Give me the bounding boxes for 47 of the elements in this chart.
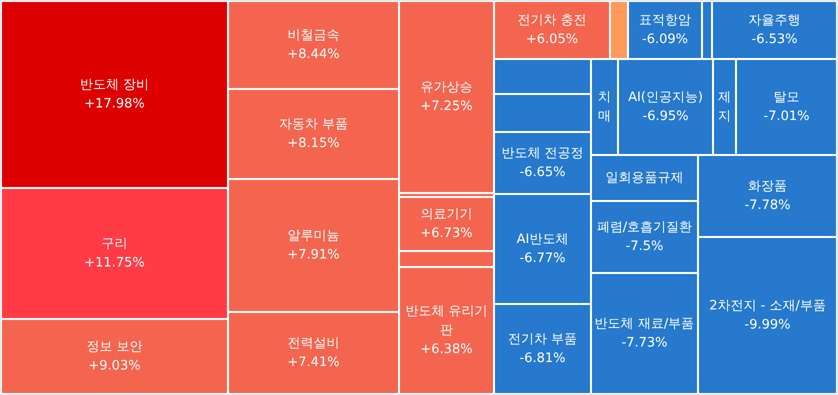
category-label: 2차전지 - 소재/부품: [709, 298, 826, 314]
category-label: 반도체 전공정: [501, 146, 584, 161]
category-label: 의료기기: [420, 207, 472, 222]
data-label: +7.41%: [287, 355, 340, 370]
data-label: -6.65%: [520, 165, 566, 180]
data-label: +8.44%: [287, 47, 340, 62]
category-label: 표적항암: [639, 13, 691, 28]
category-label: 구리: [102, 236, 128, 252]
data-label: +6.05%: [526, 32, 578, 47]
category-label: 자율주행: [748, 13, 800, 28]
category-label: 일회용품규제: [606, 170, 684, 186]
category-label: AI반도체: [516, 232, 568, 247]
data-label: -6.77%: [520, 251, 566, 266]
category-label: 전기차 충전: [517, 13, 587, 28]
category-label: 유가상승: [420, 80, 472, 95]
data-label: -7.73%: [622, 336, 668, 350]
category-label: 자동차 부품: [278, 117, 348, 132]
category-label: 반도체 유리기판: [405, 304, 488, 338]
category-label: 화장품: [748, 179, 787, 194]
data-label: -6.53%: [752, 32, 798, 47]
category-label: 폐렴/호흡기질환: [596, 220, 692, 235]
category-label: 치매: [598, 90, 611, 124]
category-label: 전력설비: [288, 336, 340, 351]
data-label: -6.81%: [520, 351, 566, 366]
data-label: -6.09%: [642, 32, 688, 47]
category-label: 알루미늄: [288, 228, 340, 244]
data-label: +7.25%: [420, 99, 473, 114]
data-label: +9.03%: [88, 358, 141, 374]
category-label: 반도체 재료/부품: [594, 316, 694, 332]
category-label: AI(인공지능): [628, 90, 703, 105]
category-label: 반도체 장비: [80, 78, 150, 92]
data-label: -7.78%: [744, 198, 790, 213]
data-label: +7.91%: [287, 248, 340, 262]
data-label: +8.15%: [287, 136, 340, 151]
data-label: -6.95%: [642, 109, 688, 124]
category-label: 전기차 부품: [508, 332, 578, 347]
category-label: 비철금속: [288, 28, 340, 43]
data-label: -7.5%: [626, 239, 664, 254]
data-label: +6.73%: [420, 226, 473, 241]
category-label: 탈모: [774, 90, 800, 105]
category-label: 정보 보안: [86, 340, 143, 354]
data-label: -7.01%: [764, 109, 810, 124]
data-label: -9.99%: [744, 318, 790, 332]
category-label: 제지: [718, 90, 731, 124]
data-label: +6.38%: [420, 342, 473, 357]
data-label: +11.75%: [84, 256, 145, 270]
data-label: +17.98%: [84, 96, 145, 112]
